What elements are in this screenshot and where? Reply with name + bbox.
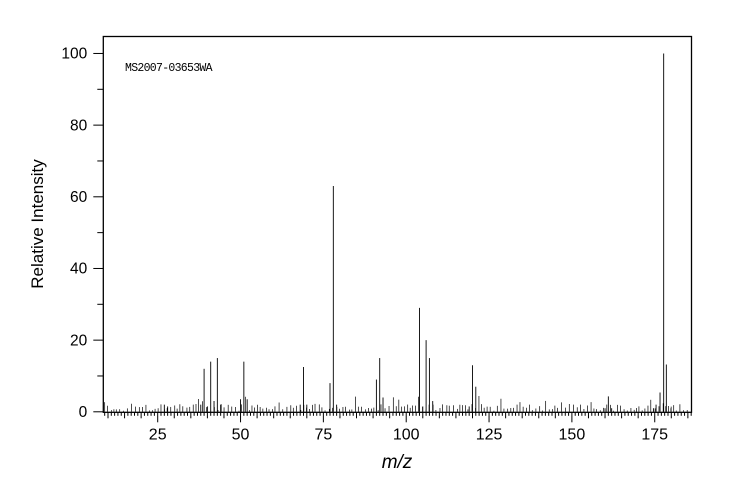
svg-text:40: 40	[70, 261, 88, 278]
svg-text:175: 175	[641, 426, 668, 443]
svg-text:100: 100	[393, 426, 420, 443]
svg-text:100: 100	[61, 46, 87, 63]
svg-text:m/z: m/z	[382, 452, 413, 473]
svg-text:80: 80	[70, 117, 88, 134]
svg-text:25: 25	[149, 426, 167, 443]
svg-text:MS2007-03653WA: MS2007-03653WA	[125, 62, 213, 75]
svg-text:0: 0	[79, 404, 88, 421]
svg-text:125: 125	[476, 426, 503, 443]
svg-text:150: 150	[559, 426, 586, 443]
svg-text:75: 75	[314, 426, 332, 443]
svg-text:Relative Intensity: Relative Intensity	[28, 159, 47, 289]
svg-text:50: 50	[232, 426, 250, 443]
svg-text:20: 20	[70, 332, 88, 349]
svg-text:60: 60	[70, 189, 88, 206]
